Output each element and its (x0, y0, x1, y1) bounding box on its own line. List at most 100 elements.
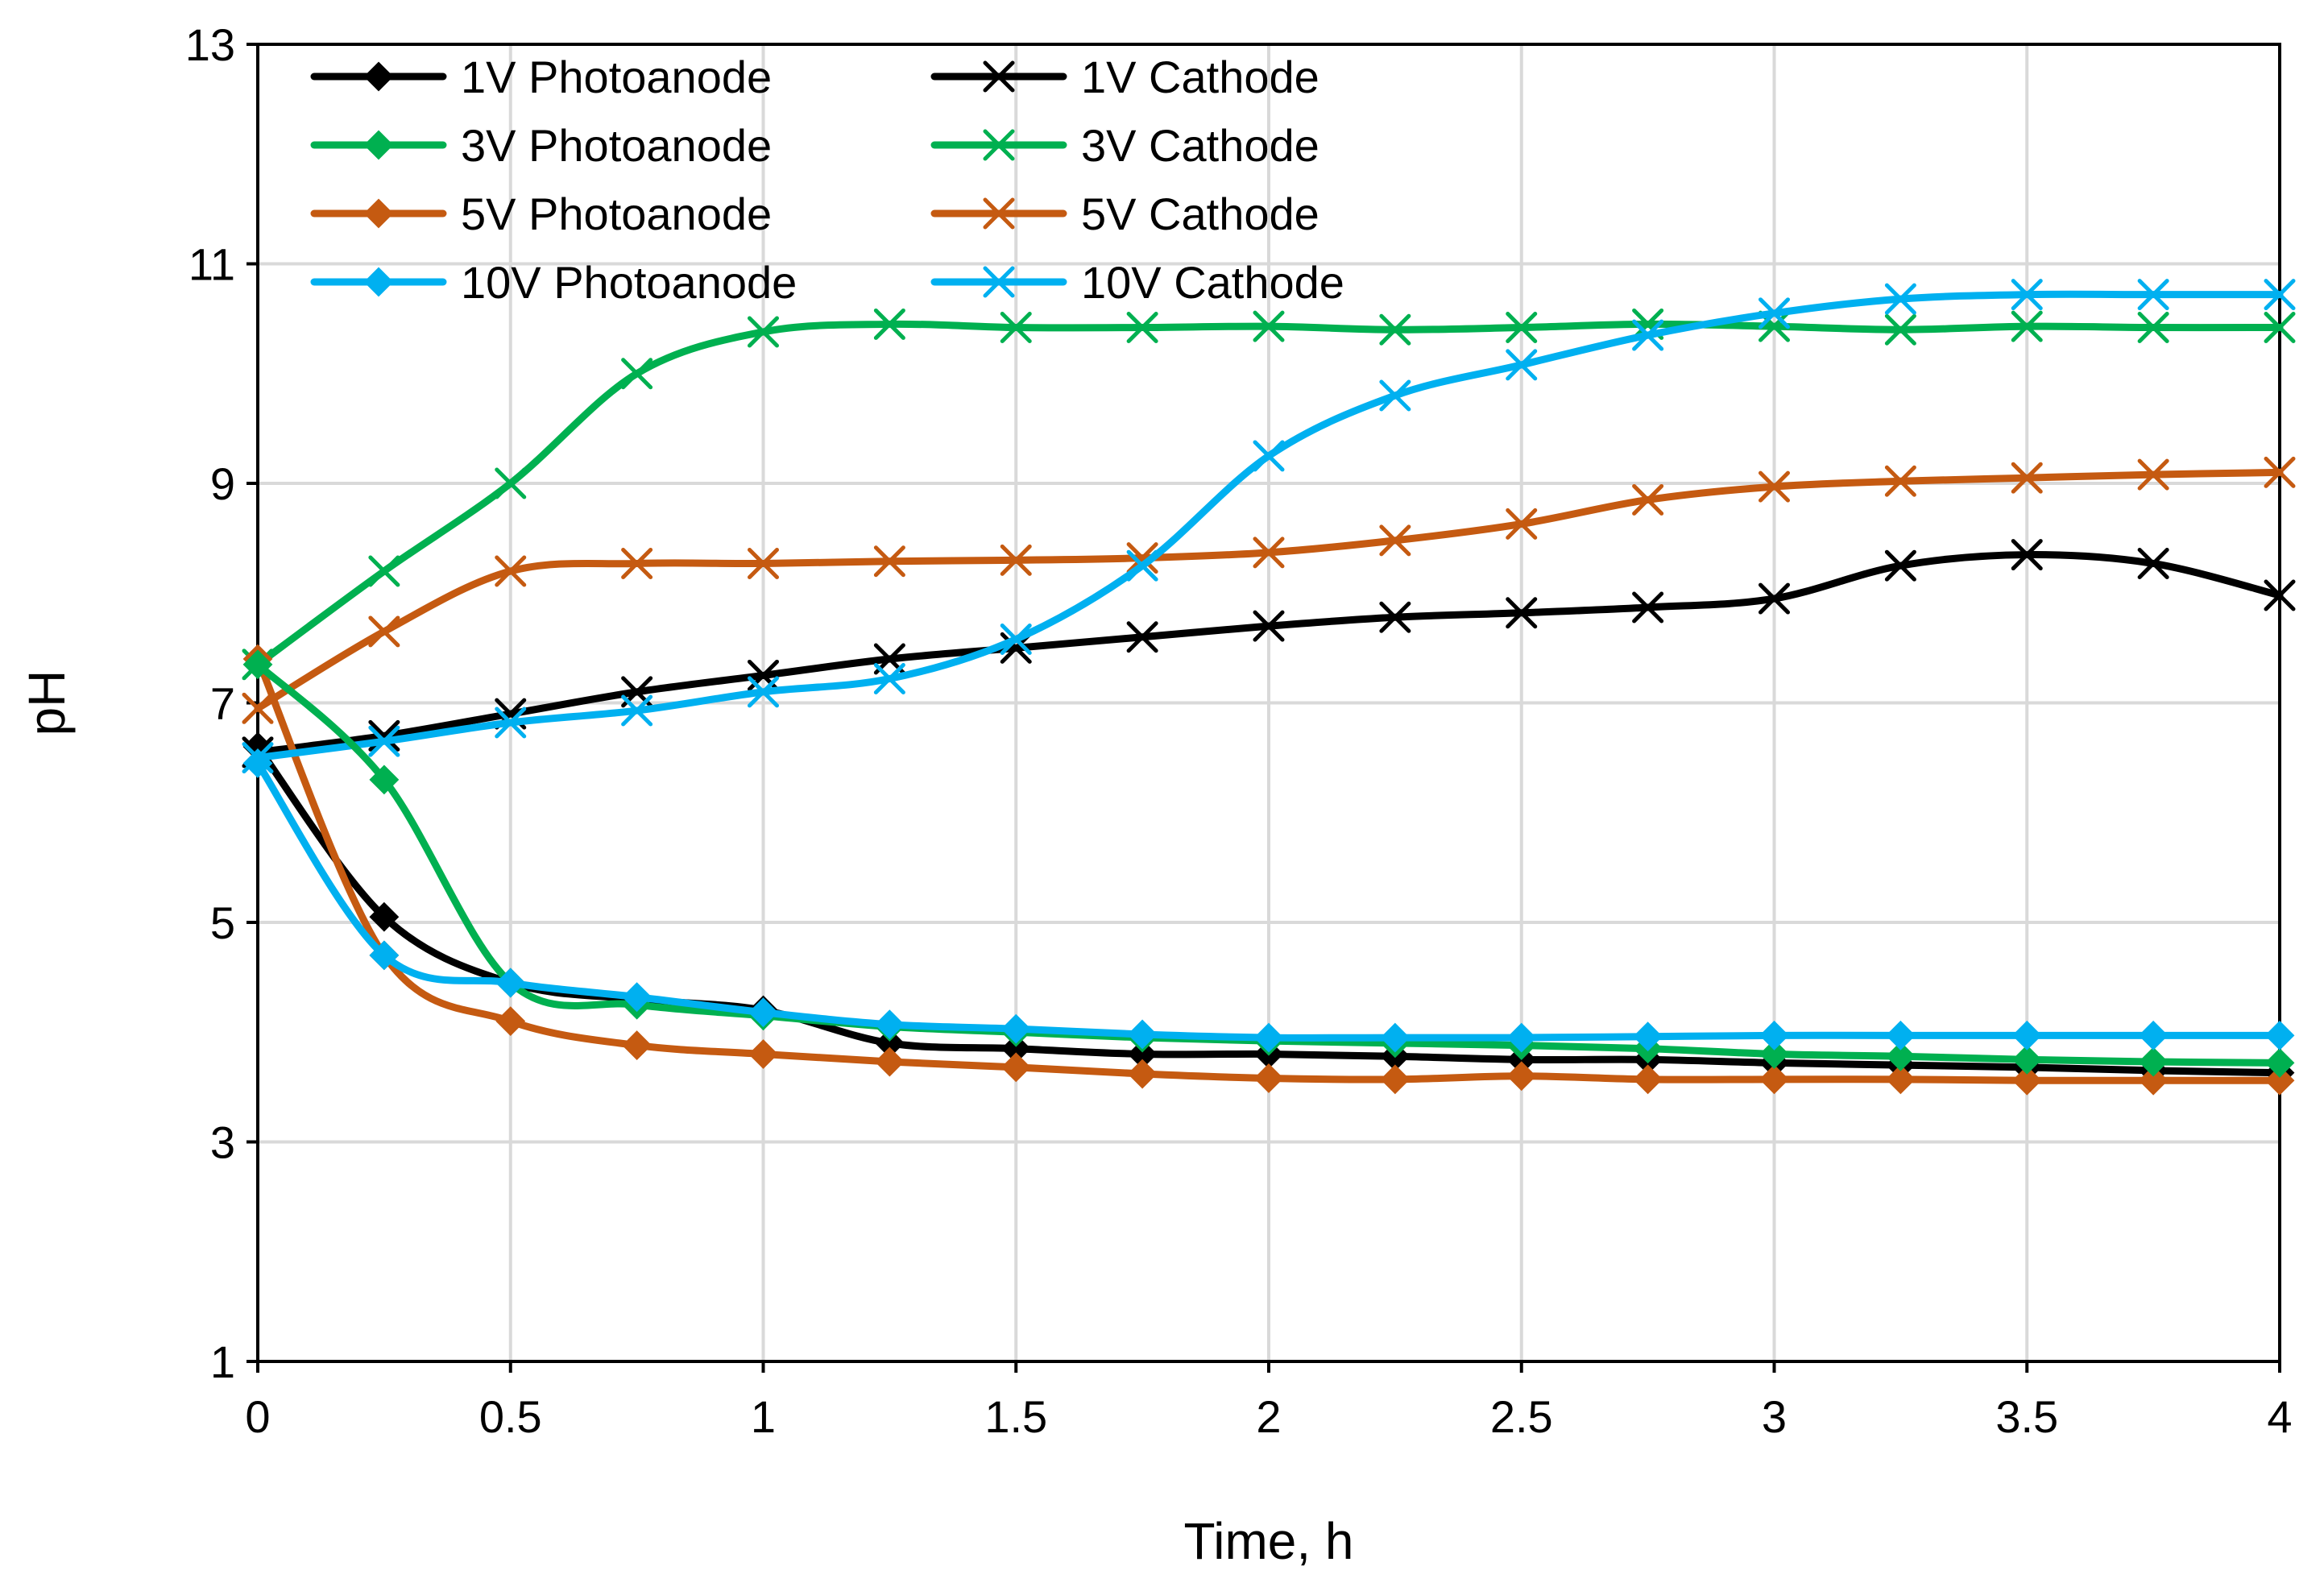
data-point-5v-cathode (2137, 458, 2169, 491)
data-point-3v-cathode-stroke (1506, 312, 1538, 344)
data-point-5v-photoanode (1633, 1064, 1663, 1095)
data-point-5v-cathode (1126, 542, 1158, 574)
x-axis-title: Time, h (1184, 1512, 1354, 1570)
data-point-3v-cathode-stroke (1884, 313, 1916, 346)
legend-swatch-marker (363, 198, 394, 229)
data-point-5v-cathode (1253, 537, 1285, 569)
legend-label: 1V Cathode (1081, 52, 1319, 102)
legend-swatch-marker (983, 60, 1015, 93)
legend-label: 10V Photoanode (461, 257, 797, 308)
y-tick-label: 11 (188, 239, 235, 290)
data-point-10v-cathode (1253, 440, 1285, 472)
data-point-10v-cathode (1379, 379, 1411, 412)
data-point-10v-cathode (2264, 279, 2296, 311)
y-tick-label: 13 (185, 19, 235, 70)
data-point-5v-cathode (1506, 508, 1538, 540)
legend-swatch-marker (983, 197, 1015, 230)
data-point-1v-cathode-stroke (1506, 597, 1538, 629)
data-point-5v-photoanode (622, 1030, 652, 1061)
data-point-1v-cathode (1126, 621, 1158, 653)
data-point-3v-cathode (2264, 312, 2296, 344)
legend-swatch-marker-stroke (983, 266, 1015, 298)
data-point-3v-cathode-stroke (621, 358, 653, 390)
data-point-3v-photoanode (1885, 1041, 1916, 1071)
data-point-5v-cathode-stroke (495, 555, 527, 587)
data-point-3v-cathode-stroke (1000, 312, 1032, 344)
data-point-10v-photoanode (1885, 1020, 1916, 1050)
data-point-5v-cathode (1759, 470, 1790, 503)
legend-swatch-marker (983, 266, 1015, 298)
data-point-5v-cathode (748, 547, 779, 579)
data-point-10v-photoanode (495, 968, 526, 998)
data-point-3v-cathode-stroke (873, 308, 905, 340)
x-tick-label: 4 (2267, 1391, 2292, 1442)
series-line-10v-photoanode (254, 759, 2284, 1042)
data-point-10v-photoanode (2264, 1020, 2295, 1050)
legend-label: 5V Cathode (1081, 189, 1319, 239)
data-point-5v-cathode (2264, 456, 2296, 488)
data-point-5v-cathode-stroke (621, 547, 653, 579)
data-point-10v-cathode (2137, 279, 2169, 311)
data-point-5v-cathode-stroke (2137, 458, 2169, 491)
data-point-1v-cathode-stroke (1632, 591, 1664, 624)
data-point-5v-photoanode (1759, 1064, 1789, 1095)
data-point-10v-photoanode (622, 982, 652, 1013)
data-point-10v-cathode-stroke (1253, 440, 1285, 472)
data-point-3v-cathode (748, 316, 779, 348)
data-point-3v-cathode (1126, 312, 1158, 344)
data-point-10v-cathode-stroke (1884, 283, 1916, 315)
data-point-10v-photoanode (1759, 1020, 1789, 1050)
legend-entry-5v-photoanode: 5V Photoanode (310, 189, 772, 239)
data-point-10v-cathode (1506, 349, 1538, 381)
x-tick-label: 3 (1762, 1391, 1787, 1442)
data-point-5v-photoanode (1127, 1059, 1158, 1089)
data-point-5v-cathode (1632, 483, 1664, 516)
data-point-1v-cathode-stroke (1253, 610, 1285, 642)
legend-swatch-marker-stroke (983, 197, 1015, 230)
data-point-1v-cathode-stroke (2011, 539, 2043, 571)
data-point-10v-photoanode (748, 997, 778, 1028)
data-point-5v-photoanode (1885, 1064, 1916, 1095)
data-point-10v-cathode (1126, 549, 1158, 582)
data-point-10v-photoanode (1380, 1022, 1411, 1053)
data-point-10v-photoanode (1633, 1021, 1663, 1052)
data-point-3v-cathode-stroke (2011, 310, 2043, 342)
x-tick-label: 1.5 (984, 1391, 1047, 1442)
y-tick-label: 7 (210, 678, 235, 729)
data-point-10v-photoanode (1253, 1022, 1284, 1053)
legend-label: 5V Photoanode (461, 189, 772, 239)
data-point-5v-cathode (242, 692, 274, 724)
data-point-5v-cathode-stroke (1759, 470, 1790, 503)
data-point-1v-cathode-stroke (2264, 579, 2296, 611)
x-tick-label: 2.5 (1490, 1391, 1553, 1442)
data-point-5v-photoanode (874, 1046, 905, 1077)
data-point-10v-cathode-stroke (748, 676, 779, 708)
data-point-5v-photoanode (2011, 1065, 2042, 1096)
data-point-10v-cathode-stroke (368, 725, 400, 757)
data-point-10v-cathode-stroke (1126, 549, 1158, 582)
data-point-3v-cathode-stroke (368, 555, 400, 587)
legend-label: 3V Photoanode (461, 120, 772, 171)
data-point-1v-cathode-stroke (1884, 549, 1916, 582)
data-point-5v-cathode-stroke (1126, 542, 1158, 574)
data-point-1v-cathode-stroke (1126, 621, 1158, 653)
data-point-3v-cathode-stroke (1126, 312, 1158, 344)
data-point-10v-cathode-stroke (1379, 379, 1411, 412)
legend-swatch-marker-stroke (983, 60, 1015, 93)
y-tick-label: 1 (210, 1336, 235, 1387)
data-point-10v-cathode-stroke (1000, 623, 1032, 655)
data-point-3v-cathode (873, 308, 905, 340)
data-point-10v-photoanode (2011, 1020, 2042, 1050)
legend-entry-3v-photoanode: 3V Photoanode (310, 120, 772, 171)
data-point-10v-cathode (1759, 297, 1790, 329)
data-point-5v-photoanode (1253, 1063, 1284, 1093)
data-point-1v-cathode (2264, 579, 2296, 611)
data-point-5v-photoanode (495, 1006, 526, 1037)
legend-entry-1v-photoanode: 1V Photoanode (310, 52, 772, 102)
data-point-5v-cathode-stroke (748, 547, 779, 579)
data-point-3v-photoanode (2011, 1044, 2042, 1075)
data-point-3v-cathode (621, 358, 653, 390)
data-point-3v-cathode (1000, 312, 1032, 344)
data-point-10v-cathode (2011, 279, 2043, 311)
